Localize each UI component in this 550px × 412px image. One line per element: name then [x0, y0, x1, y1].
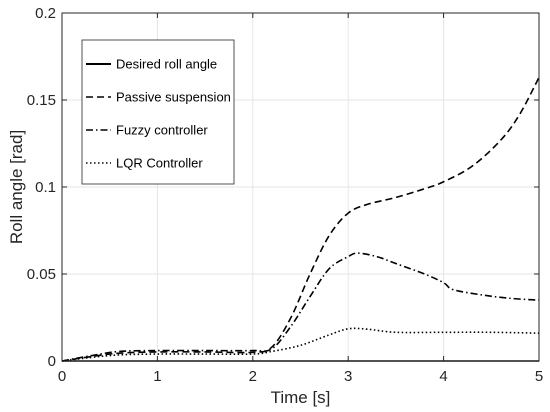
y-tick-label: 0.1: [35, 179, 56, 196]
ticks: 0 1 2 3 4 5 0 0.05 0.1 0.15 0.2: [27, 5, 543, 385]
series-line-3: [61, 327, 540, 362]
series-line-1: [61, 77, 540, 362]
legend-label-1: Passive suspension: [116, 90, 231, 105]
x-tick-label: 0: [58, 368, 66, 385]
y-axis-label: Roll angle [rad]: [7, 130, 26, 244]
x-tick-label: 1: [153, 368, 161, 385]
y-tick-label: 0.15: [27, 92, 56, 109]
y-tick-label: 0.05: [27, 266, 56, 283]
y-tick-label: 0.2: [35, 5, 56, 22]
x-tick-label: 3: [344, 368, 352, 385]
x-tick-label: 5: [535, 368, 543, 385]
series-line-2: [61, 252, 540, 362]
y-tick-label: 0: [48, 353, 56, 370]
legend-label-0: Desired roll angle: [116, 57, 217, 72]
x-axis-label: Time [s]: [271, 388, 331, 407]
legend-label-2: Fuzzy controller: [116, 123, 208, 138]
legend-label-3: LQR Controller: [116, 156, 203, 171]
x-tick-label: 2: [249, 368, 257, 385]
legend: Desired roll angle Passive suspension Fuzz…: [81, 39, 235, 185]
x-tick-label: 4: [439, 368, 447, 385]
